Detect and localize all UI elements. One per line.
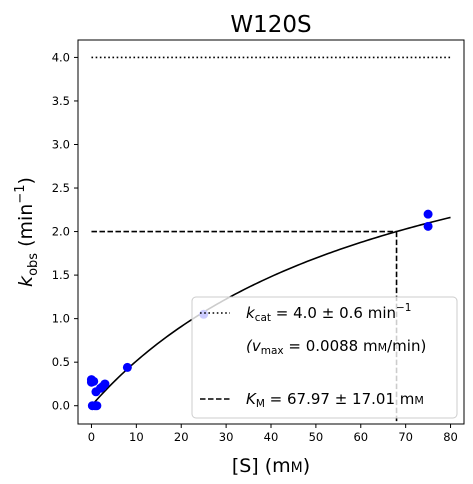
y-tick-label: 2.5 <box>52 181 70 195</box>
x-tick-label: 20 <box>174 430 189 444</box>
y-axis-label: kobs (min−1) <box>13 177 41 287</box>
x-axis-label: [S] (mM) <box>232 455 310 477</box>
x-tick-label: 60 <box>353 430 368 444</box>
chart-title: W120S <box>230 12 311 38</box>
data-point <box>423 209 433 219</box>
y-tick-label: 2.0 <box>52 225 70 239</box>
x-tick-label: 0 <box>88 430 95 444</box>
legend: kcat = 4.0 ± 0.6 min−1 (vmax = 0.0088 mM… <box>191 296 458 419</box>
x-tick-label: 30 <box>219 430 234 444</box>
data-point <box>122 362 132 372</box>
legend-label-vmax: (vmax = 0.0088 mM/min) <box>246 337 426 357</box>
data-point <box>423 221 433 231</box>
x-tick-label: 10 <box>129 430 144 444</box>
y-tick-label: 3.5 <box>52 94 70 108</box>
y-tick-label: 0.0 <box>52 399 70 413</box>
fit-curve <box>90 216 451 407</box>
data-point <box>100 379 110 389</box>
y-tick-label: 1.0 <box>52 312 70 326</box>
y-tick-label: 1.5 <box>52 268 70 282</box>
legend-label-km: KM = 67.97 ± 17.01 mM <box>246 390 424 410</box>
legend-box <box>191 296 458 419</box>
y-axis: 0.0 0.5 1.0 1.5 2.0 2.5 3.0 3.5 4.0 <box>52 50 78 413</box>
data-point <box>92 401 102 411</box>
x-tick-label: 40 <box>264 430 279 444</box>
x-tick-label: 70 <box>398 430 413 444</box>
x-axis: 0 10 20 30 40 50 60 70 80 <box>88 424 458 444</box>
legend-label-kcat: kcat = 4.0 ± 0.6 min−1 <box>246 302 411 324</box>
data-point <box>89 376 99 386</box>
y-tick-label: 3.0 <box>52 137 70 151</box>
y-tick-label: 0.5 <box>52 355 70 369</box>
x-tick-label: 80 <box>443 430 458 444</box>
y-tick-label: 4.0 <box>52 50 70 64</box>
x-tick-label: 50 <box>309 430 324 444</box>
